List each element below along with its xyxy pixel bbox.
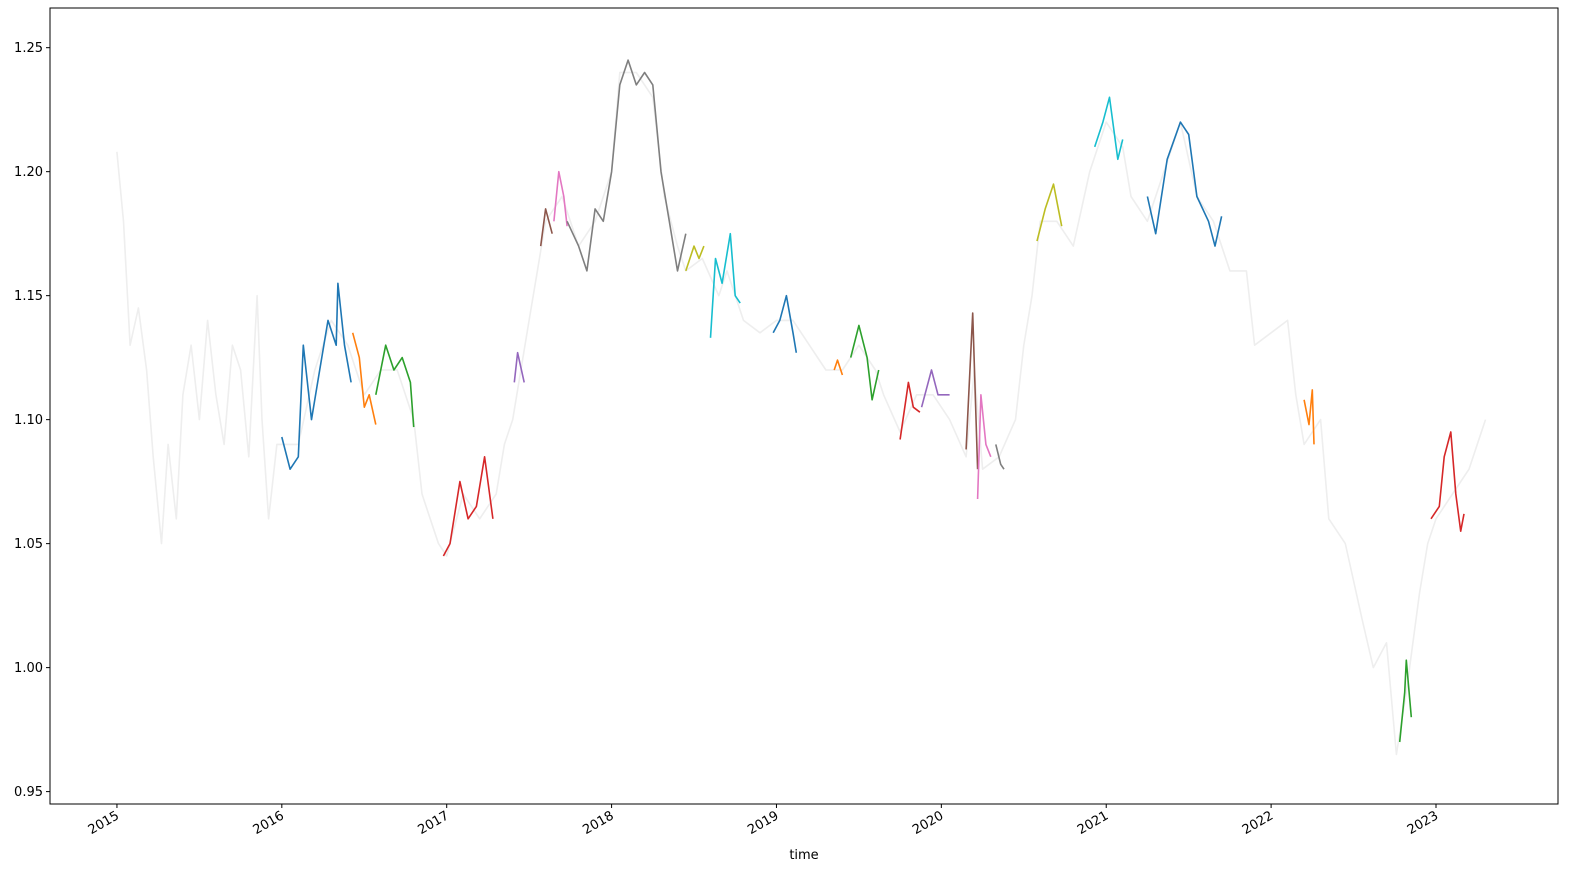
line-series <box>709 232 741 338</box>
line-series <box>539 208 553 247</box>
line-series <box>995 444 1005 470</box>
y-tick-label: 1.00 <box>14 661 43 676</box>
line-series <box>116 71 1487 756</box>
line-series <box>1093 96 1124 161</box>
x-tick-label: 2023 <box>1405 808 1441 838</box>
line-series <box>442 456 494 557</box>
line-series <box>1398 659 1413 743</box>
line-series <box>920 369 950 408</box>
line-series <box>375 344 415 428</box>
line-series <box>685 245 705 272</box>
y-tick-label: 1.10 <box>14 413 43 428</box>
y-tick-label: 1.20 <box>14 165 43 180</box>
y-tick-label: 1.05 <box>14 537 43 552</box>
x-tick-label: 2019 <box>745 808 781 838</box>
x-axis-label: time <box>789 848 818 863</box>
y-tick-label: 1.15 <box>14 289 43 304</box>
line-series <box>849 324 880 401</box>
y-tick-label: 1.25 <box>14 41 43 56</box>
line-series <box>513 351 525 383</box>
x-tick-label: 2017 <box>416 808 452 838</box>
line-series <box>772 294 798 353</box>
line-series <box>351 332 377 425</box>
line-series <box>566 59 687 272</box>
y-tick-label: 0.95 <box>14 785 43 800</box>
line-series <box>281 282 352 470</box>
line-series <box>1036 183 1063 242</box>
x-tick-label: 2015 <box>86 808 122 838</box>
x-tick-label: 2016 <box>251 808 287 838</box>
x-tick-label: 2021 <box>1075 808 1111 838</box>
x-tick-label: 2022 <box>1240 808 1276 838</box>
line-series <box>1303 389 1315 445</box>
line-series <box>976 394 992 500</box>
line-series <box>965 312 979 470</box>
line-series <box>833 359 844 376</box>
line-series <box>1430 431 1465 532</box>
line-series <box>899 381 921 440</box>
plot-frame <box>49 7 1559 805</box>
line-series <box>553 170 568 227</box>
x-tick-label: 2018 <box>580 808 616 838</box>
line-series <box>1146 121 1223 247</box>
x-tick-label: 2020 <box>910 808 946 838</box>
